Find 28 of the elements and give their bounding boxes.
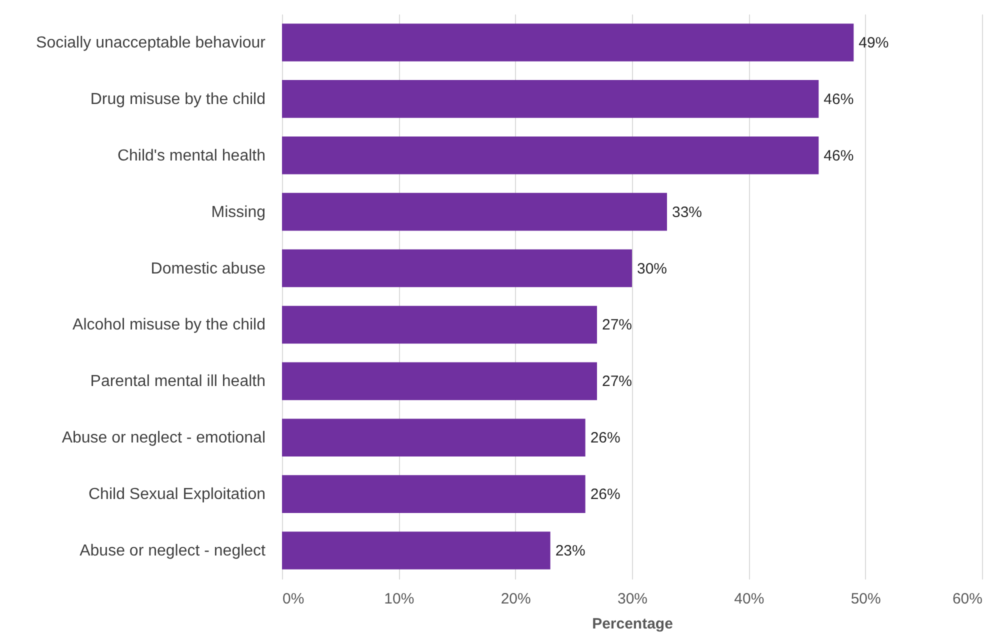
- x-tick-label: 20%: [500, 590, 531, 608]
- y-tick-label: Child Sexual Exploitation: [88, 486, 266, 504]
- y-tick-label: Drug misuse by the child: [90, 90, 266, 108]
- y-tick-label: Missing: [211, 204, 266, 221]
- data-label: 23%: [555, 542, 586, 560]
- x-tick-label: 40%: [734, 590, 764, 608]
- x-tick-label: 10%: [384, 590, 414, 608]
- x-tick-label: 60%: [952, 590, 982, 608]
- y-tick-label: Domestic abuse: [150, 260, 266, 278]
- data-label: 27%: [602, 373, 632, 390]
- x-tick-label: 30%: [617, 590, 648, 608]
- y-tick-label: Socially unacceptable behaviour: [36, 34, 266, 52]
- y-tick-label: Abuse or neglect - neglect: [80, 542, 266, 560]
- x-axis-title: Percentage: [592, 616, 673, 632]
- data-label: 46%: [824, 147, 854, 164]
- y-tick-label: Child's mental health: [117, 147, 266, 164]
- data-label: 46%: [824, 90, 854, 108]
- y-tick-label: Parental mental ill health: [90, 373, 266, 390]
- data-label: 30%: [637, 260, 668, 278]
- y-tick-label: Abuse or neglect - emotional: [62, 430, 266, 447]
- x-tick-label: 0%: [282, 590, 304, 608]
- data-label: 27%: [602, 316, 632, 334]
- x-tick-label: 50%: [850, 590, 881, 608]
- data-label: 49%: [858, 34, 889, 52]
- data-label: 26%: [590, 430, 620, 447]
- data-label: 26%: [590, 486, 620, 504]
- data-label: 33%: [672, 204, 702, 221]
- y-tick-label: Alcohol misuse by the child: [72, 316, 266, 334]
